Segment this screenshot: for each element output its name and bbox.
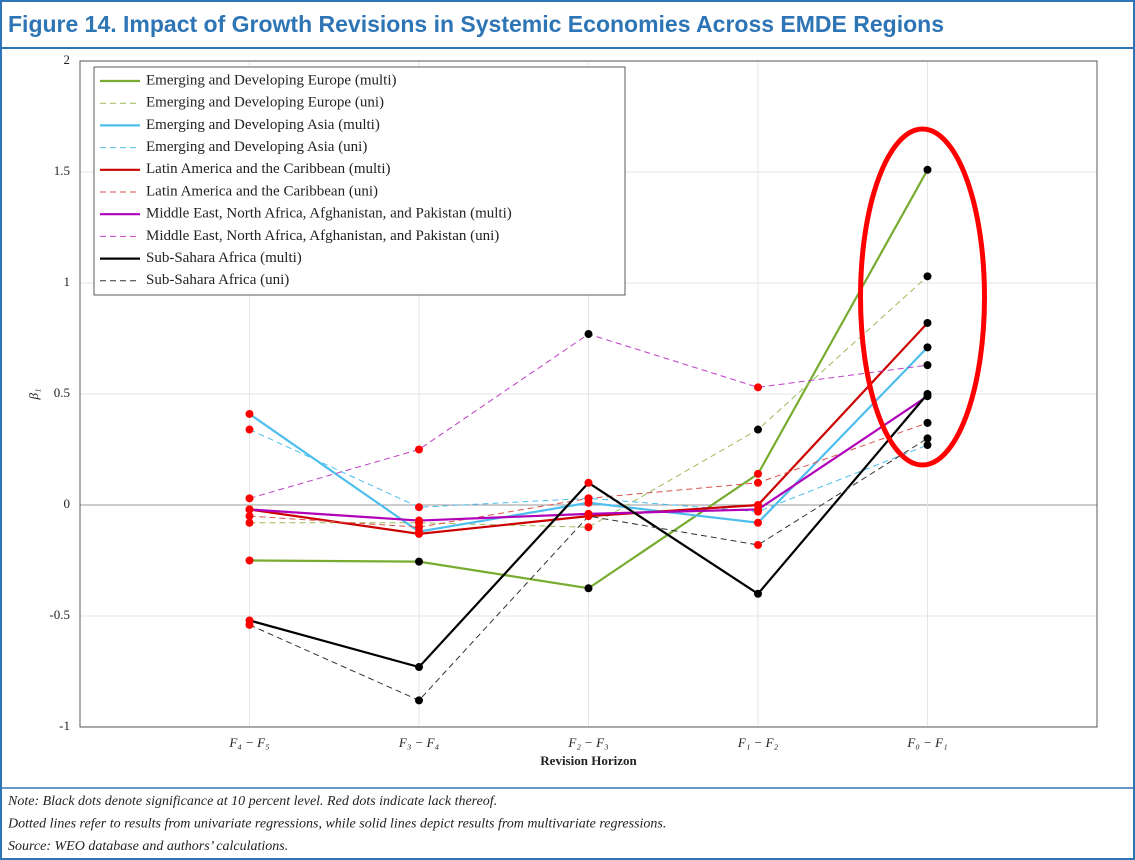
data-point: [754, 425, 762, 434]
highlight-ellipse: [858, 126, 987, 468]
data-point: [245, 494, 254, 503]
legend-label: Latin America and the Caribbean (uni): [146, 183, 378, 199]
y-tick-label: -0.5: [49, 607, 70, 622]
legend-label: Emerging and Developing Europe (uni): [146, 95, 384, 111]
plot: -1 -0.5 0 0.5 1 1.5 2 F₄ − F₅ F₃ − F₄ F₂ − F₃ F₁ −…: [26, 52, 1098, 768]
data-point: [923, 343, 932, 352]
data-point: [584, 330, 593, 339]
y-tick-label: 1: [64, 274, 71, 289]
data-point: [754, 505, 762, 514]
y-tick-label: 0: [64, 496, 71, 511]
series-line: [249, 429, 928, 513]
legend-label: Emerging and Developing Europe (multi): [146, 72, 397, 88]
data-point: [584, 584, 593, 593]
note: Note: Black dots denote significance at …: [7, 794, 497, 809]
data-point: [245, 512, 254, 521]
legend-label: Sub-Sahara Africa (multi): [146, 250, 302, 266]
legend-label: Latin America and the Caribbean (multi): [146, 161, 391, 177]
plot-border: [79, 60, 1098, 728]
x-tick-label: F₄ − F₅: [228, 735, 269, 750]
x-tick-label: F₀ − F₁: [906, 735, 947, 750]
legend-label: Emerging and Developing Asia (uni): [146, 139, 367, 155]
data-point: [415, 696, 423, 705]
data-point: [754, 469, 762, 478]
data-point: [923, 441, 932, 450]
data-point: [584, 523, 593, 532]
data-point: [923, 361, 932, 370]
data-point: [584, 494, 593, 503]
x-tick-label: F₂ − F₃: [567, 735, 608, 750]
data-point: [415, 523, 423, 532]
data-point: [923, 272, 932, 281]
data-point: [245, 425, 254, 434]
data-point: [415, 557, 423, 566]
data-point: [415, 516, 423, 525]
note: Source: WEO database and authors’ calcul…: [8, 839, 288, 854]
data-point: [923, 390, 932, 398]
note: Dotted lines refer to results from univa…: [7, 817, 666, 832]
data-point: [245, 556, 254, 565]
data-point: [754, 589, 762, 598]
data-point: [923, 318, 932, 327]
legend-label: Emerging and Developing Asia (multi): [146, 117, 380, 133]
data-point: [923, 418, 932, 427]
data-point: [415, 529, 423, 538]
data-point: [754, 518, 762, 527]
data-point: [415, 663, 423, 672]
y-tick-label: 0.5: [54, 385, 70, 400]
data-point: [245, 518, 254, 527]
legend-label: Sub-Sahara Africa (uni): [146, 272, 289, 288]
x-tick-label: F₁ − F₂: [737, 735, 779, 750]
data-point: [754, 540, 762, 549]
y-tick-label: -1: [59, 718, 70, 733]
data-point: [415, 445, 423, 454]
chart-title: Figure 14. Impact of Growth Revisions in…: [8, 11, 944, 37]
data-point: [923, 434, 932, 443]
y-axis-label: β₁: [26, 389, 41, 401]
data-point: [245, 620, 254, 629]
legend-label: Middle East, North Africa, Afghanistan, …: [146, 206, 512, 222]
data-point: [754, 383, 762, 392]
legend-box: [93, 66, 626, 296]
data-point: [584, 478, 593, 487]
data-point: [245, 505, 254, 514]
y-tick-label: 1.5: [54, 163, 70, 178]
data-point: [245, 409, 254, 418]
data-point: [415, 503, 423, 512]
data-point: [584, 512, 593, 521]
legend-label: Middle East, North Africa, Afghanistan, …: [146, 228, 499, 244]
x-axis-label: Revision Horizon: [540, 753, 637, 768]
x-tick-label: F₃ − F₄: [398, 735, 440, 750]
data-point: [923, 165, 932, 174]
data-point: [754, 478, 762, 487]
y-tick-label: 2: [64, 52, 71, 67]
series-line: [249, 275, 928, 528]
